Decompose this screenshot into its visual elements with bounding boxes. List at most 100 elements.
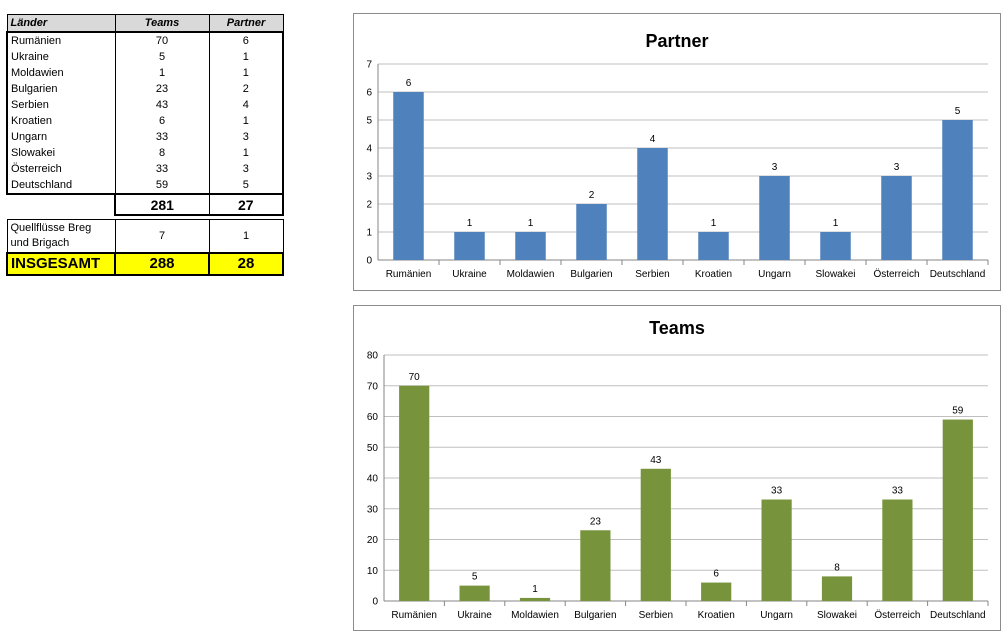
category-label: Rumänien	[391, 610, 437, 621]
bar	[399, 385, 430, 601]
bar	[761, 499, 792, 601]
cell-partner: 3	[208, 161, 284, 177]
cell-partner: 2	[208, 81, 284, 97]
table-row: Deutschland 59 5	[6, 177, 284, 195]
data-label: 1	[711, 218, 717, 229]
cell-land: Moldawien	[6, 65, 116, 81]
category-label: Deutschland	[930, 269, 986, 280]
partner-chart: Partner 0 1 2 3 4 5 6 7 6 Rumänien 1 Ukraine 1 Moldawi…	[353, 13, 1001, 291]
data-label: 5	[472, 572, 478, 583]
bar	[580, 530, 611, 601]
subtotal-row: 281 27	[7, 193, 284, 216]
bar	[640, 468, 671, 601]
category-label: Ukraine	[457, 610, 492, 621]
total-label: INSGESAMT	[6, 252, 116, 276]
category-label: Bulgarien	[570, 269, 612, 280]
y-tick-label: 0	[366, 256, 372, 267]
bar	[820, 232, 851, 260]
cell-partner: 4	[208, 97, 284, 113]
y-tick-label: 3	[366, 172, 372, 183]
bar	[576, 204, 607, 260]
header-laender: Länder	[6, 14, 116, 33]
table-header-row: Länder Teams Partner	[6, 14, 284, 33]
y-tick-label: 40	[367, 474, 379, 485]
table-row: Österreich 33 3	[6, 161, 284, 177]
cell-teams: 59	[114, 177, 210, 195]
y-tick-label: 70	[367, 381, 379, 392]
header-partner: Partner	[208, 14, 284, 33]
cell-partner: 1	[208, 65, 284, 81]
table-row: Bulgarien 23 2	[6, 81, 284, 97]
table-row: Slowakei 8 1	[6, 145, 284, 161]
bar	[759, 176, 790, 260]
category-label: Ungarn	[760, 610, 793, 621]
total-teams: 288	[114, 252, 210, 276]
cell-teams: 33	[114, 129, 210, 145]
cell-teams: 43	[114, 97, 210, 113]
data-label: 1	[833, 218, 839, 229]
category-label: Kroatien	[698, 610, 735, 621]
bar	[393, 92, 424, 260]
data-label: 4	[650, 134, 656, 145]
data-label: 43	[650, 455, 662, 466]
category-label: Bulgarien	[574, 610, 616, 621]
cell-land: Slowakei	[6, 145, 116, 161]
y-tick-label: 50	[367, 443, 379, 454]
bar	[519, 597, 551, 601]
cell-partner: 1	[208, 49, 284, 65]
y-tick-label: 7	[366, 60, 372, 71]
data-label: 33	[892, 486, 904, 497]
bar	[942, 419, 973, 601]
y-tick-label: 1	[366, 228, 372, 239]
quelle-label-line1: Quellflüsse Breg	[10, 222, 92, 234]
y-tick-label: 5	[366, 116, 372, 127]
y-tick-label: 4	[366, 144, 372, 155]
y-tick-label: 60	[367, 412, 379, 423]
chart-title: Partner	[645, 31, 708, 51]
cell-partner: 6	[208, 31, 284, 49]
subtotal-blank	[7, 194, 115, 215]
category-label: Moldawien	[511, 610, 559, 621]
cell-teams: 23	[114, 81, 210, 97]
data-label: 33	[771, 486, 783, 497]
y-tick-label: 0	[372, 597, 378, 608]
category-label: Ungarn	[758, 269, 791, 280]
data-label: 8	[834, 562, 840, 573]
cell-land: Österreich	[6, 161, 116, 177]
category-label: Slowakei	[815, 269, 855, 280]
cell-land: Kroatien	[6, 113, 116, 129]
table-row: Rumänien 70 6	[6, 31, 284, 49]
y-tick-label: 30	[367, 504, 379, 515]
cell-land: Rumänien	[6, 31, 116, 49]
data-label: 5	[955, 106, 961, 117]
bar	[881, 176, 912, 260]
data-label: 3	[772, 162, 778, 173]
quelle-teams: 7	[114, 219, 210, 254]
category-label: Österreich	[874, 609, 920, 621]
data-label: 6	[406, 78, 412, 89]
table-row: Moldawien 1 1	[6, 65, 284, 81]
y-tick-label: 80	[367, 351, 379, 362]
category-label: Slowakei	[817, 610, 857, 621]
category-label: Österreich	[873, 268, 919, 280]
partner-chart-svg: Partner 0 1 2 3 4 5 6 7 6 Rumänien 1 Ukraine 1 Moldawi…	[366, 31, 989, 280]
bar	[882, 499, 913, 601]
category-label: Deutschland	[930, 610, 986, 621]
y-tick-label: 20	[367, 535, 379, 546]
data-label: 3	[894, 162, 900, 173]
cell-partner: 1	[208, 145, 284, 161]
data-label: 1	[467, 218, 473, 229]
cell-teams: 70	[114, 31, 210, 49]
cell-teams: 1	[114, 65, 210, 81]
y-tick-label: 10	[367, 566, 379, 577]
bar	[637, 148, 668, 260]
bar	[454, 232, 485, 260]
quelle-label-line2: und Brigach	[10, 237, 70, 249]
total-row: INSGESAMT 288 28	[6, 252, 284, 276]
header-teams: Teams	[114, 14, 210, 33]
cell-teams: 5	[114, 49, 210, 65]
chart-title: Teams	[649, 318, 705, 338]
category-label: Serbien	[639, 610, 673, 621]
bar	[942, 120, 973, 260]
cell-land: Serbien	[6, 97, 116, 113]
